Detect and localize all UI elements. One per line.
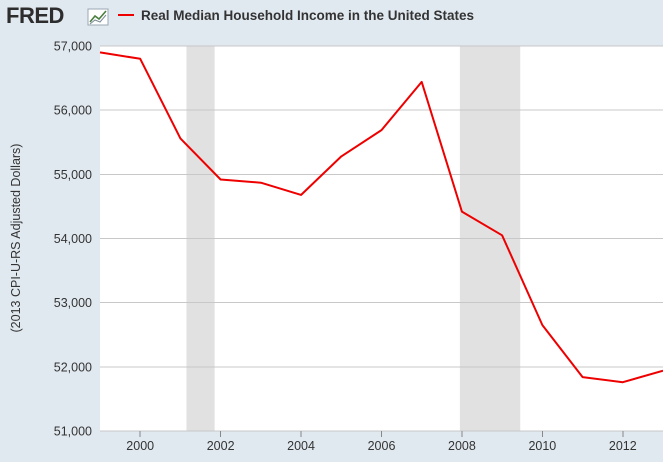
y-tick-label: 56,000	[54, 104, 92, 118]
x-tick-label: 2000	[126, 439, 154, 453]
x-tick-label: 2010	[528, 439, 556, 453]
x-tick-label: 2002	[207, 439, 235, 453]
x-axis-ticks: 2000 2002 2004 2006 2008 2010 2012	[126, 431, 637, 453]
y-tick-label: 57,000	[54, 40, 92, 54]
y-axis-ticks: 51,000 52,000 53,000 54,000 55,000 56,000 57,0…	[54, 40, 92, 439]
chart-line-icon	[87, 8, 109, 26]
x-tick-label: 2012	[609, 439, 637, 453]
legend-label: Real Median Household Income in the Unit…	[141, 8, 474, 23]
y-tick-label: 55,000	[54, 168, 92, 182]
x-tick-label: 2008	[448, 439, 476, 453]
y-tick-label: 54,000	[54, 232, 92, 246]
y-tick-label: 53,000	[54, 296, 92, 310]
fred-logo-text: FRED	[6, 3, 64, 28]
y-tick-label: 51,000	[54, 425, 92, 439]
fred-logo[interactable]: FRED	[6, 3, 109, 28]
y-axis-title: (2013 CPI-U-RS Adjusted Dollars)	[9, 144, 23, 333]
x-tick-label: 2004	[287, 439, 315, 453]
x-tick-label: 2006	[368, 439, 396, 453]
y-tick-label: 52,000	[54, 360, 92, 374]
series-line-0	[99, 51, 663, 384]
legend: Real Median Household Income in the Unit…	[118, 8, 474, 23]
